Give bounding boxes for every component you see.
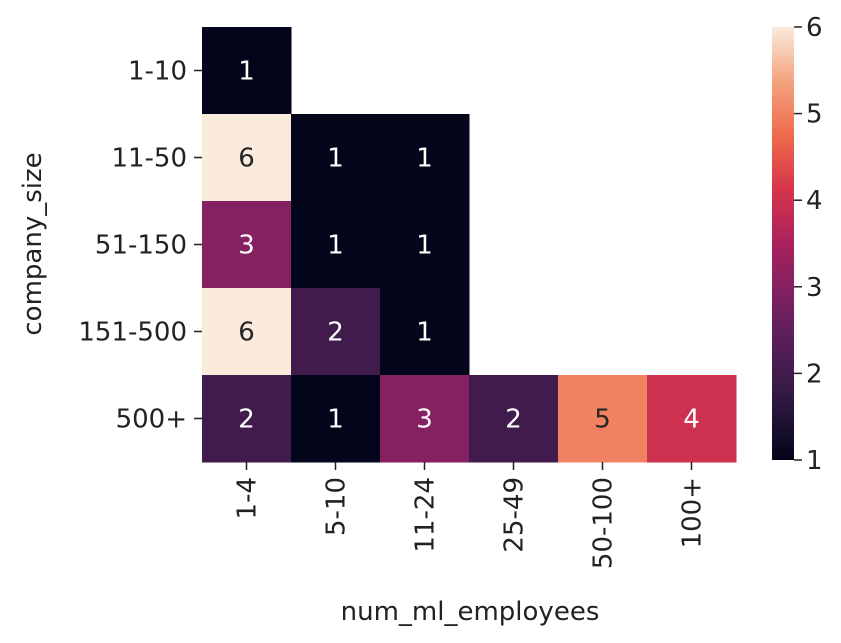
cell-value-label: 3 (416, 405, 433, 435)
colorbar-ticks: 1 2 3 4 5 6 (794, 13, 823, 476)
heatmap-cell (380, 114, 470, 202)
heatmap-cell (647, 375, 737, 463)
x-tick-label: 5-10 (322, 477, 352, 536)
colorbar-tick-label: 2 (806, 359, 823, 389)
x-axis-ticks: 1-4 5-10 11-24 25-49 50-100 100+ (233, 462, 708, 569)
heatmap-cell (202, 375, 292, 463)
colorbar-tick-label: 5 (806, 100, 823, 130)
cell-value-label: 1 (416, 144, 433, 174)
heatmap-cell (291, 288, 381, 376)
heatmap-cells: 16 1 13 1 16 2 12 1 3 2 5 4 (202, 27, 737, 463)
cell-value-label: 6 (238, 144, 255, 174)
cell-value-label: 1 (238, 57, 255, 87)
colorbar-tick-label: 3 (806, 273, 823, 303)
heatmap-cell (558, 375, 648, 463)
heatmap-cell (202, 114, 292, 202)
y-tick-label: 51-150 (95, 231, 187, 261)
colorbar-tick-label: 4 (806, 186, 823, 216)
y-tick-label: 11-50 (111, 144, 187, 174)
cell-value-label: 1 (416, 231, 433, 261)
cell-value-label: 1 (327, 231, 344, 261)
x-tick-label: 11-24 (411, 477, 441, 553)
y-tick-label: 1-10 (128, 57, 187, 87)
colorbar-tick-label: 6 (806, 13, 823, 43)
heatmap-cell (380, 375, 470, 463)
y-axis-label: company_size (18, 152, 48, 335)
x-tick-label: 100+ (678, 477, 708, 548)
cell-value-label: 2 (238, 405, 255, 435)
heatmap-cell (469, 375, 559, 463)
heatmap-cell (291, 201, 381, 289)
colorbar-gradient (772, 27, 794, 460)
cell-value-label: 6 (238, 318, 255, 348)
x-tick-label: 1-4 (233, 477, 263, 519)
cell-value-label: 1 (416, 318, 433, 348)
cell-value-label: 2 (327, 318, 344, 348)
cell-value-label: 4 (683, 405, 700, 435)
heatmap-cell (202, 201, 292, 289)
y-tick-label: 151-500 (78, 318, 187, 348)
heatmap-cell (291, 375, 381, 463)
x-tick-label: 25-49 (500, 477, 530, 553)
cell-value-label: 1 (327, 144, 344, 174)
heatmap-cell (202, 27, 292, 115)
heatmap-cell (291, 114, 381, 202)
heatmap-cell (202, 288, 292, 376)
y-axis-ticks: 1-10 11-50 51-150 151-500 500+ (78, 57, 202, 435)
y-tick-label: 500+ (116, 405, 187, 435)
cell-value-label: 1 (327, 405, 344, 435)
heatmap-cell (380, 201, 470, 289)
cell-value-label: 3 (238, 231, 255, 261)
colorbar: 1 2 3 4 5 6 (772, 13, 823, 476)
cell-value-label: 2 (505, 405, 522, 435)
heatmap-cell (380, 288, 470, 376)
colorbar-tick-label: 1 (806, 446, 823, 476)
x-axis-label: num_ml_employees (341, 597, 600, 627)
x-tick-label: 50-100 (589, 477, 619, 569)
cell-value-label: 5 (594, 405, 611, 435)
